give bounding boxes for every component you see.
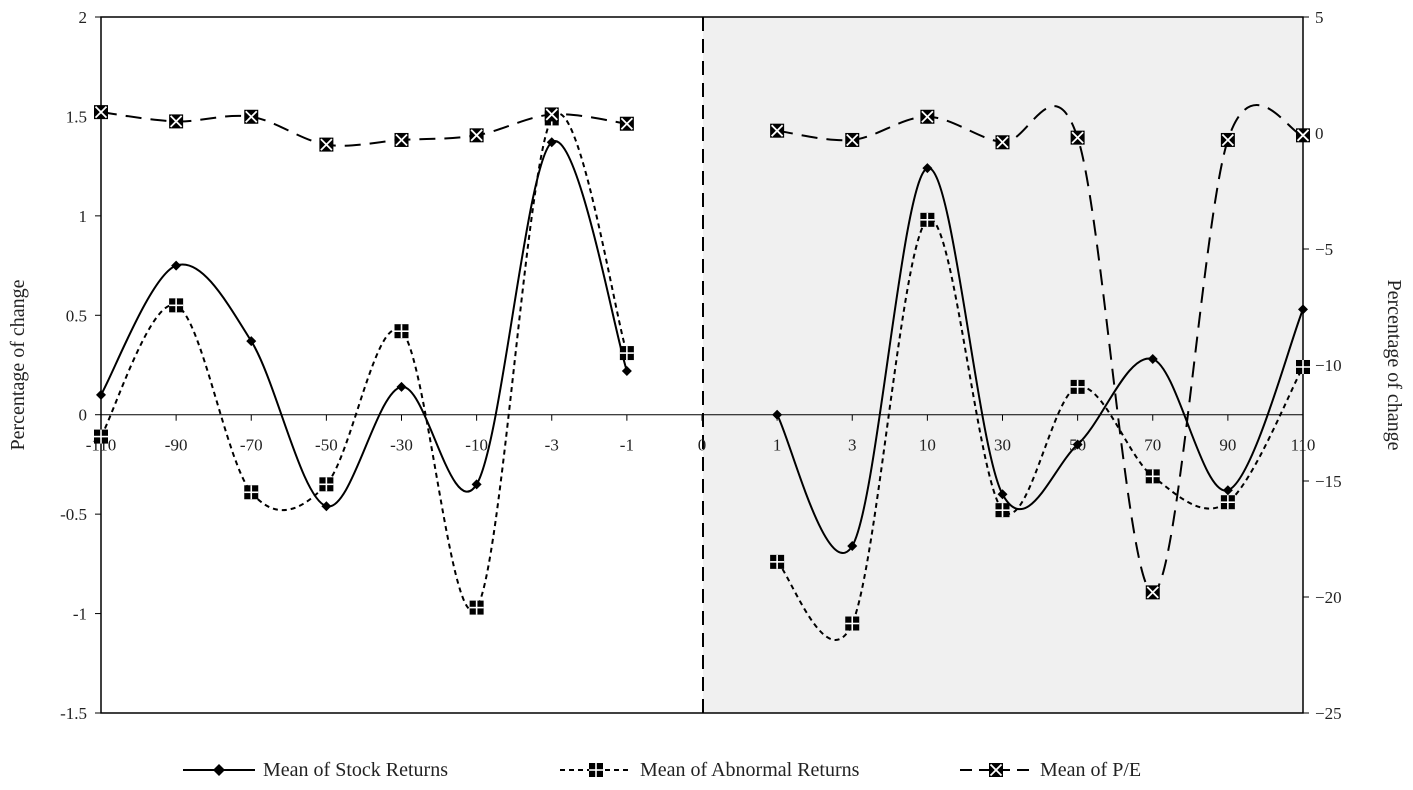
series-1-point <box>1298 304 1308 315</box>
series-1-point <box>246 336 257 347</box>
series-1-point <box>1072 439 1083 450</box>
series-1-point <box>546 137 557 148</box>
x-tick-label: 0 <box>698 436 707 455</box>
x-tick-label: -50 <box>315 436 338 455</box>
y-right-tick-label: −20 <box>1315 588 1342 607</box>
x-tick-label: 3 <box>848 436 857 455</box>
axes: 21.510.50-0.5-1-1.550−5−10−15−20−25-110-… <box>60 8 1342 723</box>
series-2 <box>94 111 1310 641</box>
legend-marker-1 <box>213 764 225 776</box>
series-1-point <box>396 381 407 392</box>
series-2-point <box>94 429 108 444</box>
x-tick-label: -30 <box>390 436 413 455</box>
y-left-tick-label: 2 <box>79 8 88 27</box>
series-2-line-post <box>776 218 1304 641</box>
x-tick-label: 30 <box>994 436 1011 455</box>
series-1-point <box>471 479 482 490</box>
series-2-point <box>845 616 860 631</box>
series-2-point <box>920 212 935 227</box>
x-tick-label: 110 <box>1291 436 1316 455</box>
series-3-point <box>1070 130 1085 145</box>
x-tick-label: 70 <box>1144 436 1161 455</box>
series-2-point <box>995 503 1010 518</box>
legend-label-1: Mean of Stock Returns <box>263 759 448 781</box>
legend-marker-2 <box>589 763 603 777</box>
y-axis-title-right: Percentage of change <box>1383 279 1405 450</box>
x-tick-label: -90 <box>165 436 188 455</box>
y-right-tick-label: −15 <box>1315 472 1342 491</box>
series-2-point <box>1220 495 1235 510</box>
series-2-point <box>619 346 634 361</box>
series-2-point <box>394 324 409 339</box>
series-3-point <box>1145 585 1160 600</box>
series-1-point <box>922 163 933 174</box>
series-3-point <box>544 107 559 122</box>
y-left-tick-label: 1 <box>79 207 88 226</box>
series-1-point <box>621 365 632 376</box>
series-3-point <box>394 132 409 147</box>
y-left-tick-label: 1.5 <box>66 107 87 126</box>
series-1-point <box>997 489 1008 500</box>
series-3-point <box>244 109 259 124</box>
series-1-point <box>1147 354 1158 365</box>
series-1-point <box>321 501 332 512</box>
series-3-line-pre <box>100 111 627 147</box>
series-1-point <box>96 389 106 400</box>
y-right-tick-label: −5 <box>1315 240 1333 259</box>
series-3 <box>94 104 1310 600</box>
series-3-point <box>845 132 860 147</box>
post-event-shading <box>703 17 1303 713</box>
y-right-tick-label: 0 <box>1315 124 1324 143</box>
series-2-point <box>469 600 484 615</box>
y-left-tick-label: -1 <box>73 605 87 624</box>
y-left-tick-label: -0.5 <box>60 505 87 524</box>
y-axis-title-left: Percentage of change <box>7 279 29 450</box>
series-3-point <box>469 128 484 143</box>
series-2-point <box>169 298 184 313</box>
series-1 <box>96 137 1308 555</box>
series-2-line-pre <box>100 112 628 612</box>
x-tick-label: 1 <box>773 436 782 455</box>
series-3-point <box>920 109 935 124</box>
series-3-point <box>770 123 785 138</box>
x-tick-label: -1 <box>620 436 634 455</box>
series-layer <box>94 104 1310 641</box>
series-1-point <box>1222 485 1233 496</box>
series-2-point <box>319 477 334 492</box>
series-3-point <box>995 135 1010 150</box>
legend: Mean of Stock Returns Mean of Abnormal Re… <box>183 759 1141 781</box>
series-1-point <box>772 409 783 420</box>
y-left-tick-label: 0 <box>79 406 88 425</box>
legend-marker-3 <box>989 763 1003 777</box>
series-3-point <box>94 105 108 120</box>
series-3-line-post <box>777 104 1304 594</box>
series-3-point <box>619 116 634 131</box>
series-1-point <box>847 540 858 551</box>
x-tick-label: 10 <box>919 436 936 455</box>
series-2-point <box>1145 469 1160 484</box>
series-3-point <box>169 114 184 129</box>
y-right-tick-label: −10 <box>1315 356 1342 375</box>
y-right-tick-label: −25 <box>1315 704 1342 723</box>
series-3-point <box>1220 132 1235 147</box>
x-tick-label: -10 <box>465 436 488 455</box>
series-3-point <box>319 137 334 152</box>
y-right-tick-label: 5 <box>1315 8 1324 27</box>
x-tick-label: -3 <box>545 436 559 455</box>
series-2-point <box>1070 379 1085 394</box>
y-left-tick-label: 0.5 <box>66 306 87 325</box>
x-tick-label: -70 <box>240 436 263 455</box>
x-tick-label: 90 <box>1219 436 1236 455</box>
legend-label-3: Mean of P/E <box>1040 759 1141 781</box>
series-2-point <box>244 485 259 500</box>
series-1-point <box>171 260 182 271</box>
series-2-point <box>1296 359 1310 374</box>
x-tick-label: -110 <box>86 436 117 455</box>
legend-label-2: Mean of Abnormal Returns <box>640 759 860 781</box>
y-left-tick-label: -1.5 <box>60 704 87 723</box>
series-2-point <box>770 554 785 569</box>
series-3-point <box>1296 128 1310 143</box>
